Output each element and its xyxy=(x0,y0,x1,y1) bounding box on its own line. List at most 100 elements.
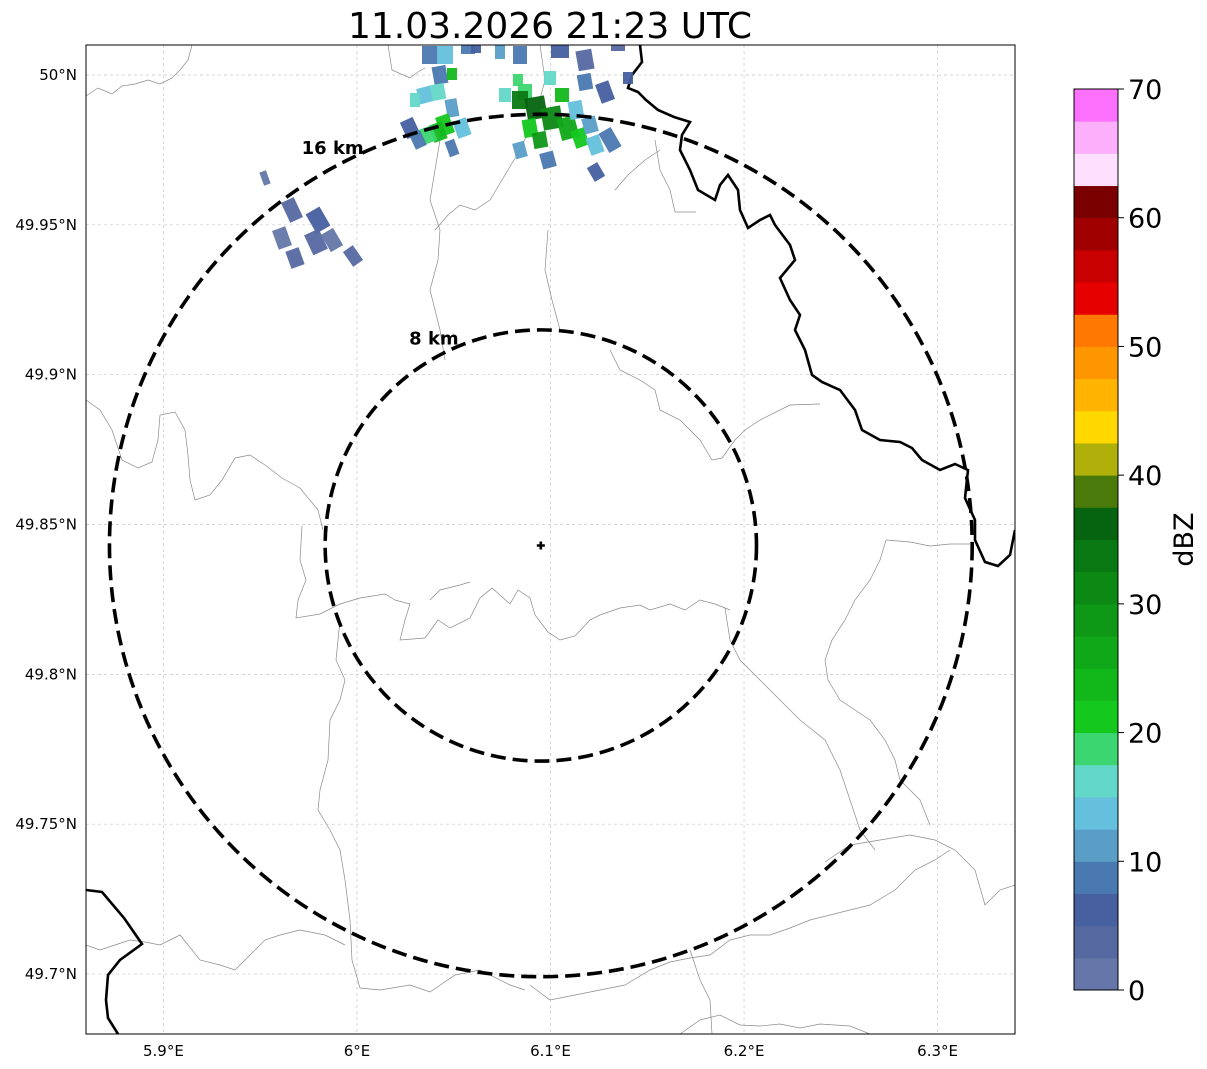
colorbar-segment xyxy=(1074,668,1118,701)
echo-cell xyxy=(495,45,505,59)
colorbar-segment xyxy=(1074,346,1118,380)
echo-cell xyxy=(581,115,599,135)
echo-cell xyxy=(575,48,595,72)
echo-cell xyxy=(416,85,434,105)
echo-cell xyxy=(320,227,344,253)
radar-site-marker xyxy=(536,541,545,550)
axis-tick-labels: 5.9°E 6°E 6.1°E 6.2°E 6.3°E 50°N 49.95°N 49.9°N… xyxy=(15,66,958,1060)
colorbar-segment xyxy=(1074,796,1118,830)
echo-cell xyxy=(512,140,528,160)
echo-cell xyxy=(461,45,475,54)
colorbar-segment xyxy=(1074,314,1118,347)
echo-cell xyxy=(499,88,511,102)
reflectivity-echoes xyxy=(259,45,633,269)
echo-cell xyxy=(576,72,594,92)
colorbar-segment xyxy=(1074,442,1118,476)
colorbar-tick-label: 0 xyxy=(1128,976,1145,1007)
echo-cell xyxy=(586,162,606,182)
echo-cell xyxy=(259,170,271,186)
colorbar-segment xyxy=(1074,925,1118,959)
echo-cell xyxy=(422,46,438,64)
colorbar-tick-label: 10 xyxy=(1128,847,1162,878)
echo-cell xyxy=(513,46,527,64)
lat-tick-label: 49.9°N xyxy=(25,366,77,384)
echo-cell xyxy=(444,98,460,118)
echo-cell xyxy=(272,226,292,250)
colorbar-segment xyxy=(1074,282,1118,315)
lon-tick-label: 6.2°E xyxy=(724,1042,765,1060)
echo-cell xyxy=(447,68,457,80)
colorbar-segment xyxy=(1074,185,1118,219)
national-borders xyxy=(86,45,1015,1034)
echo-cell xyxy=(410,93,420,107)
lon-tick-label: 6.1°E xyxy=(530,1042,571,1060)
range-ring-label: 8 km xyxy=(409,329,459,350)
lat-tick-label: 49.95°N xyxy=(15,216,77,234)
echo-cell xyxy=(305,206,331,234)
echo-cell xyxy=(531,130,549,150)
echo-cell xyxy=(431,64,449,86)
echo-cell xyxy=(555,88,569,102)
echo-cell xyxy=(544,71,556,85)
colorbar-segment xyxy=(1074,700,1118,734)
range-ring-16km xyxy=(107,112,974,979)
colorbar-tick-label: 30 xyxy=(1128,590,1162,621)
echo-cell xyxy=(429,82,447,102)
colorbar-tick-label: 20 xyxy=(1128,719,1162,750)
echo-cell xyxy=(551,45,569,58)
colorbar-segment xyxy=(1074,89,1118,122)
echo-cell xyxy=(539,150,557,170)
echo-cell xyxy=(513,74,523,86)
echo-cell xyxy=(471,45,481,53)
colorbar-segment xyxy=(1074,861,1118,894)
region-boundaries xyxy=(86,45,1015,1034)
range-ring-8km xyxy=(323,328,759,763)
colorbar-segment xyxy=(1074,732,1118,766)
colorbar-segment xyxy=(1074,571,1118,605)
lon-tick-label: 5.9°E xyxy=(143,1042,184,1060)
colorbar-frame xyxy=(1073,88,1119,991)
colorbar-tick-label: 60 xyxy=(1128,204,1162,235)
colorbar-segment xyxy=(1074,217,1118,251)
lat-tick-label: 49.7°N xyxy=(25,965,77,983)
echo-cell xyxy=(285,247,305,269)
echo-cell xyxy=(281,197,303,223)
echo-cell xyxy=(598,126,622,154)
echo-cell xyxy=(611,45,625,51)
echo-cell xyxy=(585,134,605,156)
colorbar-segment xyxy=(1074,764,1118,798)
echo-cell xyxy=(623,72,633,84)
colorbar-segment xyxy=(1074,153,1118,187)
lat-tick-label: 49.8°N xyxy=(25,665,77,683)
range-ring-label: 16 km xyxy=(302,138,364,159)
colorbar-segment xyxy=(1074,410,1118,444)
colorbar-label: dBZ xyxy=(1169,512,1200,566)
colorbar-tick-label: 70 xyxy=(1128,75,1162,106)
gridlines xyxy=(86,45,1015,1034)
colorbar-segment xyxy=(1074,893,1118,927)
colorbar-tick-label: 40 xyxy=(1128,461,1162,492)
colorbar-segment xyxy=(1074,603,1118,637)
range-rings: 8 km 16 km xyxy=(107,112,974,979)
echo-cell xyxy=(512,91,528,109)
colorbar-segment xyxy=(1074,636,1118,669)
colorbar-segment xyxy=(1074,249,1118,283)
lon-tick-label: 6.3°E xyxy=(917,1042,958,1060)
colorbar-segment xyxy=(1074,507,1118,540)
lon-tick-label: 6°E xyxy=(344,1042,371,1060)
colorbar-tick-label: 50 xyxy=(1128,332,1162,363)
map-frame xyxy=(85,44,1016,1035)
lat-tick-label: 49.75°N xyxy=(15,815,77,833)
map-title: 11.03.2026 21:23 UTC xyxy=(348,6,752,47)
colorbar-segment xyxy=(1074,829,1118,862)
echo-cell xyxy=(437,46,453,64)
basemap xyxy=(86,45,1015,1034)
lat-tick-label: 49.85°N xyxy=(15,516,77,534)
colorbar-segment xyxy=(1074,475,1118,508)
lat-tick-label: 50°N xyxy=(39,66,77,84)
colorbar-segment xyxy=(1074,121,1118,154)
colorbar-segment xyxy=(1074,539,1118,573)
colorbar: 0 10 20 30 40 50 60 70 dBZ xyxy=(1073,75,1200,1007)
colorbar-segment xyxy=(1074,378,1118,412)
